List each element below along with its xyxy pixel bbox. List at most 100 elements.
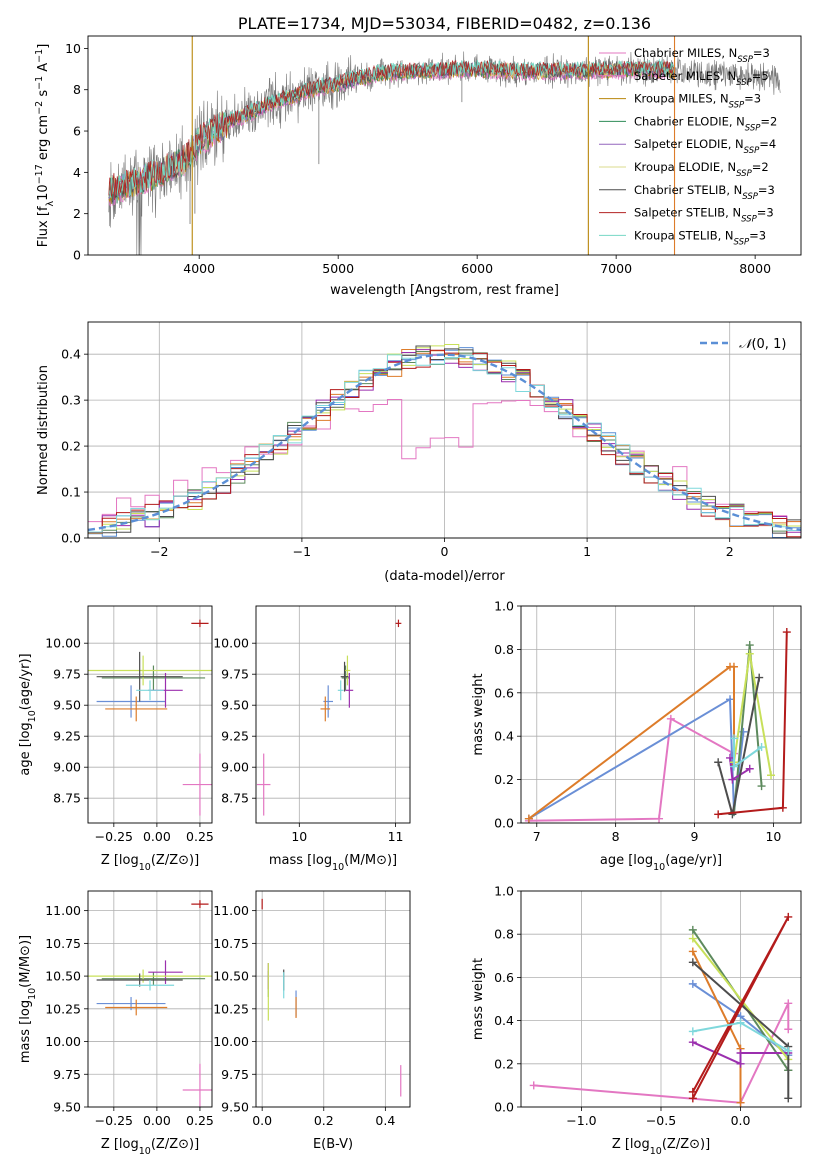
x-tick-label: −1.0 <box>566 1113 596 1128</box>
gaussian-reference-curve <box>88 353 801 532</box>
weight-marker <box>745 641 754 650</box>
panel-mass-vs-EBV: 0.0 0.2 0.4 9.50 9.75 10.00 10.25 10.50 10.75 11.… <box>213 890 411 1152</box>
y-tick-label: 0.4 <box>494 729 514 744</box>
data-point <box>345 672 354 708</box>
panel-residuals: −2 −1 0 1 2 0.0 0.1 0.2 0.3 0.4 𝒩(0, 1) (data-model… <box>36 321 802 584</box>
weight-series <box>726 753 754 784</box>
x-tick-label: 0.2 <box>314 1113 334 1128</box>
plot-area <box>88 344 801 538</box>
weight-series <box>688 1018 793 1055</box>
data-point <box>96 651 183 702</box>
weight-marker <box>736 1059 745 1068</box>
data-point <box>136 680 164 701</box>
weight-marker <box>529 1081 538 1090</box>
legend-entry: Kroupa MILES, NSSP=3 <box>599 92 761 111</box>
weight-marker <box>745 764 754 773</box>
legend-label: Kroupa MILES, NSSP=3 <box>634 92 761 111</box>
y-tick-label: 0.8 <box>494 642 514 657</box>
axes-frame <box>87 35 802 256</box>
weight-marker <box>784 1046 793 1055</box>
legend-entry: Kroupa STELIB, NSSP=3 <box>599 228 766 247</box>
x-tick-label: 0.0 <box>731 1113 751 1128</box>
weight-marker <box>666 714 675 723</box>
x-tick-label: −0.5 <box>646 1113 676 1128</box>
weight-marker <box>524 814 533 823</box>
y-tick-label: 10.00 <box>213 636 249 651</box>
weight-series-line <box>528 697 745 820</box>
weight-series <box>688 912 793 1103</box>
residual-histogram <box>88 344 801 534</box>
data-point <box>191 619 209 628</box>
data-point <box>344 655 351 686</box>
y-axis-label: mass weight <box>471 958 486 1040</box>
weight-marker <box>729 734 738 743</box>
x-tick-label: 7 <box>533 829 541 844</box>
y-tick-label: 9.50 <box>221 698 249 713</box>
data-point <box>337 680 344 701</box>
model-spectrum <box>108 60 675 204</box>
panel-age-vs-mass: 10 11 8.75 9.00 9.25 9.50 9.75 10.00 mass [log10… <box>213 605 411 873</box>
x-tick-label: 2 <box>726 544 734 559</box>
weight-marker <box>736 1098 745 1107</box>
y-tick-label: 10.00 <box>45 1034 81 1049</box>
y-tick-label: 9.25 <box>53 729 81 744</box>
legend-entry: Salpeter ELODIE, NSSP=4 <box>599 137 776 156</box>
weight-marker <box>729 662 738 671</box>
panel-massweight-vs-Z: −1.0 −0.5 0.0 0.0 0.2 0.4 0.6 0.8 1.0 Z [log10(Z/… <box>471 884 802 1157</box>
x-axis-label: (data-model)/error <box>384 569 505 584</box>
panel-age-vs-Z: −0.25 0.00 0.25 8.75 9.00 9.25 9.50 9.75 10.00 Z … <box>18 605 214 873</box>
y-tick-label: 0.2 <box>61 439 81 454</box>
data-point <box>101 972 206 986</box>
y-tick-label: 11.00 <box>45 903 81 918</box>
x-tick-label: 10 <box>765 829 781 844</box>
weight-marker <box>714 758 723 767</box>
panel-massweight-vs-age: 7 8 9 10 0.0 0.2 0.4 0.6 0.8 1.0 age [log10(age/yr… <box>471 599 802 873</box>
y-tick-label: 0.0 <box>61 531 81 546</box>
data-point <box>96 685 166 718</box>
plot-area <box>88 900 212 1107</box>
y-tick-label: 0 <box>73 248 81 263</box>
data-point <box>395 619 402 628</box>
y-tick-label: 10.00 <box>45 636 81 651</box>
legend-entry: Kroupa ELODIE, NSSP=2 <box>599 160 769 179</box>
legend-entry: Chabrier ELODIE, NSSP=2 <box>599 114 777 133</box>
y-tick-label: 10.75 <box>213 936 249 951</box>
data-point <box>96 997 166 1011</box>
data-point <box>340 661 349 692</box>
x-tick-label: 5000 <box>322 261 354 276</box>
y-tick-label: 0.2 <box>494 1056 514 1071</box>
x-tick-label: 10 <box>291 829 307 844</box>
weight-series <box>524 695 748 823</box>
weight-marker <box>755 673 764 682</box>
data-point <box>182 753 212 816</box>
weight-marker <box>688 958 697 967</box>
x-tick-label: 0.25 <box>186 829 214 844</box>
y-tick-label: 10.25 <box>45 1001 81 1016</box>
panel-spectrum: 4000 5000 6000 7000 8000 0 2 4 6 8 10 Chabrier MILE… <box>34 14 802 298</box>
x-axis-label: Z [log10(Z/Z⊙)] <box>612 1137 710 1157</box>
weight-marker <box>728 775 737 784</box>
weight-marker <box>655 814 664 823</box>
x-axis-label: mass [log10(M/M⊙)] <box>269 853 397 873</box>
weight-series <box>524 714 738 823</box>
y-tick-label: 9.25 <box>221 729 249 744</box>
x-tick-label: 6000 <box>461 261 493 276</box>
weight-marker <box>688 979 697 988</box>
weight-marker <box>688 1027 697 1036</box>
weight-marker <box>688 947 697 956</box>
data-point <box>105 999 168 1016</box>
y-tick-label: 9.50 <box>221 1100 249 1115</box>
legend: 𝒩(0, 1) <box>700 337 786 352</box>
axes-frame <box>520 890 802 1108</box>
plot-area <box>108 36 781 255</box>
weight-marker <box>736 1049 745 1057</box>
data-point <box>88 655 212 686</box>
residual-histogram <box>88 349 801 538</box>
y-tick-label: 11.00 <box>213 903 249 918</box>
weight-series-line <box>692 937 790 1061</box>
plot-area <box>261 898 402 1097</box>
weight-marker <box>714 810 723 819</box>
legend-entry: Salpeter MILES, NSSP=5 <box>599 69 769 88</box>
y-tick-label: 0.8 <box>494 927 514 942</box>
y-tick-label: 0.6 <box>494 685 514 700</box>
